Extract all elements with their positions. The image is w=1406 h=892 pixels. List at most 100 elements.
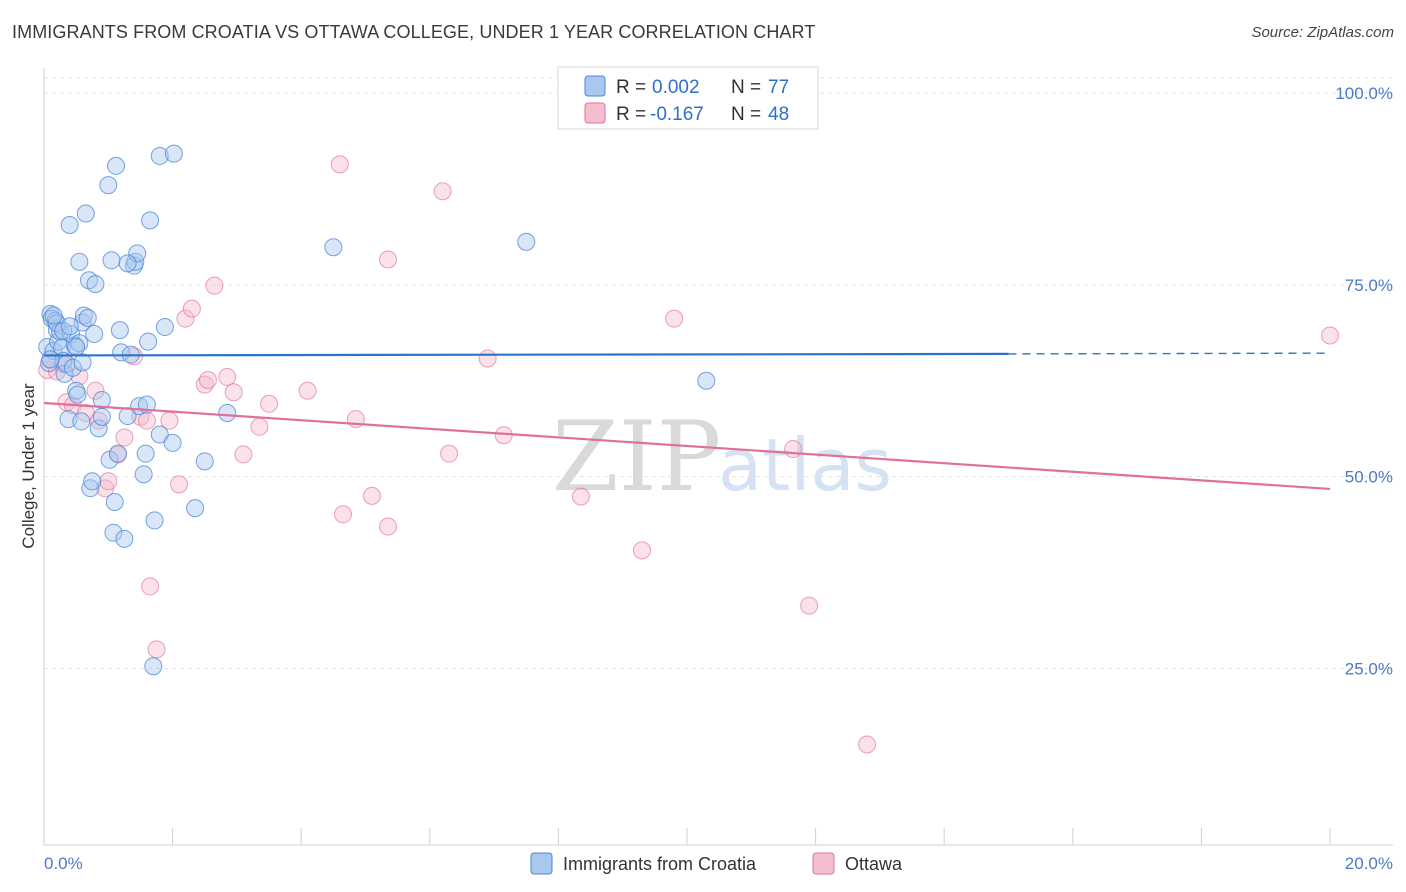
ottawa-point-42 <box>571 487 590 506</box>
ottawa-point-27 <box>224 383 243 402</box>
croatia-point-28 <box>81 479 100 498</box>
croatia-point-39 <box>107 156 126 175</box>
ottawa-point-39 <box>440 444 459 463</box>
ottawa-point-24 <box>198 371 217 389</box>
ottawa-point-32 <box>330 155 349 174</box>
series-legend: Immigrants from Croatia Ottawa <box>530 852 903 875</box>
ottawa-point-25 <box>205 276 224 295</box>
ottawa-point-43 <box>632 541 651 560</box>
legend-n-value-1: 77 <box>768 77 789 98</box>
trend-lines <box>43 352 1331 491</box>
croatia-point-32 <box>89 419 108 438</box>
legend-r-value-2: -0.167 <box>650 104 704 125</box>
croatia-point-51 <box>136 444 155 463</box>
bottom-legend-swatch-croatia <box>530 852 553 875</box>
ottawa-point-26 <box>218 367 237 386</box>
ottawa-point-46 <box>800 596 819 615</box>
croatia-point-73 <box>92 390 111 409</box>
croatia-point-22 <box>72 412 91 431</box>
y-tick-label-50: 50.0% <box>1345 468 1393 487</box>
croatia-point-25 <box>76 204 95 223</box>
ottawa-point-8 <box>86 381 105 400</box>
chart-title: IMMIGRANTS FROM CROATIA VS OTTAWA COLLEG… <box>12 22 816 42</box>
croatia-point-30 <box>85 324 104 343</box>
legend-r-label-2: R = <box>616 104 646 125</box>
croatia-point-61 <box>164 144 183 163</box>
croatia-point-19 <box>68 385 87 404</box>
legend-n-label-2: N = <box>731 104 761 125</box>
croatia-point-76 <box>67 338 86 357</box>
legend-r-value-1: 0.002 <box>652 77 700 98</box>
bottom-legend-label-croatia: Immigrants from Croatia <box>563 854 757 874</box>
ottawa-point-36 <box>379 517 398 536</box>
y-axis-title: College, Under 1 year <box>19 383 38 549</box>
bottom-legend-swatch-ottawa <box>812 852 835 875</box>
y-tick-label-25: 25.0% <box>1345 660 1393 679</box>
croatia-trend-extension <box>1008 352 1331 355</box>
gridlines <box>44 77 1393 670</box>
croatia-point-57 <box>150 425 169 444</box>
y-tick-label-100: 100.0% <box>1335 84 1393 103</box>
ottawa-point-47 <box>858 735 877 754</box>
croatia-point-36 <box>102 251 121 270</box>
croatia-point-70 <box>54 321 73 340</box>
legend-n-value-2: 48 <box>768 104 789 125</box>
croatia-point-74 <box>118 254 137 273</box>
bottom-legend-label-ottawa: Ottawa <box>845 854 903 874</box>
ottawa-point-22 <box>182 299 201 318</box>
y-tick-label-75: 75.0% <box>1345 276 1393 295</box>
axes <box>43 68 1393 846</box>
croatia-point-10 <box>54 351 73 370</box>
croatia-point-66 <box>517 232 536 251</box>
croatia-point-53 <box>139 332 158 351</box>
x-tick-min: 0.0% <box>44 854 83 873</box>
ottawa-point-0 <box>38 361 57 380</box>
legend-r-label-1: R = <box>616 77 646 98</box>
stats-legend: R = 0.002 N = 77 R = -0.167 N = 48 <box>557 66 819 130</box>
croatia-point-43 <box>115 529 134 548</box>
croatia-point-29 <box>83 472 102 491</box>
y-tick-labels: 25.0% 50.0% 75.0% 100.0% <box>1335 84 1393 678</box>
ottawa-point-40 <box>478 349 497 368</box>
source-label: Source: ZipAtlas.com <box>1251 24 1394 41</box>
ottawa-trend-line <box>43 401 1331 491</box>
ottawa-point-38 <box>433 182 452 201</box>
ottawa-point-17 <box>141 577 160 596</box>
croatia-point-65 <box>324 238 343 257</box>
croatia-points <box>38 144 716 676</box>
ottawa-point-48 <box>1321 326 1339 345</box>
legend-swatch-ottawa <box>584 102 606 124</box>
ottawa-point-18 <box>147 640 166 659</box>
croatia-point-63 <box>195 452 214 471</box>
ottawa-point-16 <box>137 411 156 430</box>
croatia-point-40 <box>108 444 127 463</box>
watermark-zip: ZIP <box>552 401 721 513</box>
croatia-point-75 <box>44 306 63 325</box>
croatia-point-14 <box>60 216 79 234</box>
croatia-point-20 <box>70 252 89 271</box>
ottawa-point-28 <box>234 445 253 464</box>
croatia-point-48 <box>128 244 147 263</box>
croatia-point-31 <box>86 275 105 294</box>
ottawa-point-37 <box>379 250 398 269</box>
ottawa-point-41 <box>494 426 513 445</box>
ottawa-point-31 <box>298 381 317 400</box>
croatia-point-16 <box>63 358 82 377</box>
croatia-point-64 <box>218 403 237 422</box>
croatia-point-55 <box>144 657 163 676</box>
croatia-point-58 <box>150 146 169 165</box>
croatia-point-60 <box>163 433 182 452</box>
legend-swatch-croatia <box>584 75 606 97</box>
croatia-point-67 <box>697 371 716 390</box>
croatia-point-59 <box>155 318 174 337</box>
croatia-point-56 <box>145 511 164 530</box>
ottawa-point-13 <box>115 428 134 447</box>
legend-n-label-1: N = <box>731 77 761 98</box>
ottawa-point-11 <box>99 472 118 491</box>
watermark-atlas: atlas <box>718 423 892 507</box>
croatia-point-54 <box>141 211 160 230</box>
croatia-trend-line <box>43 352 1009 357</box>
croatia-point-62 <box>186 499 205 518</box>
croatia-point-38 <box>105 493 124 512</box>
